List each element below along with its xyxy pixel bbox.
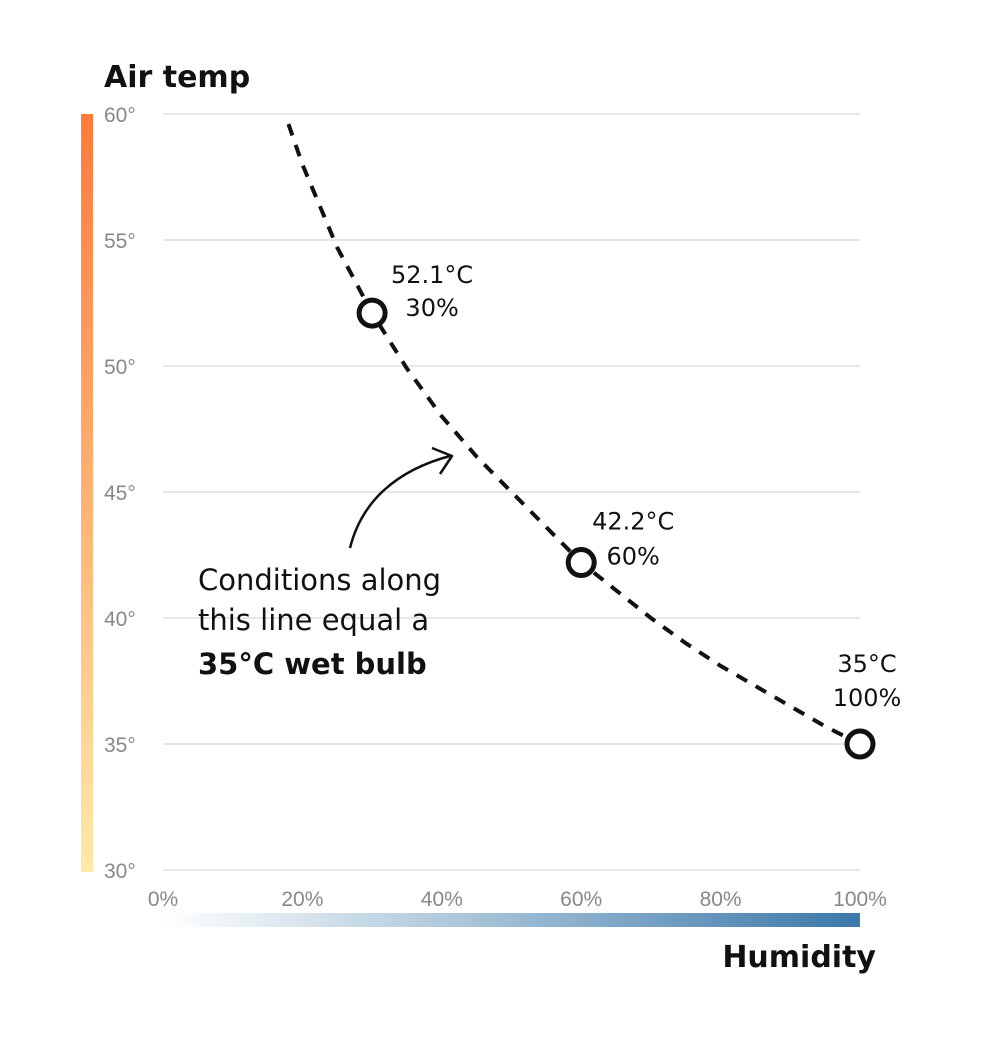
series-line	[286, 123, 861, 746]
data-point-marker	[356, 297, 388, 329]
y-axis-title: Air temp	[104, 60, 250, 95]
data-point-temp-label: 35°C	[837, 650, 896, 678]
x-tick-label: 80%	[700, 888, 742, 911]
annotation-line-3: 35°C wet bulb	[198, 647, 427, 681]
x-tick-label: 0%	[148, 888, 178, 911]
annotation-arrowhead	[431, 446, 454, 475]
y-tick-label: 30°	[104, 860, 136, 883]
x-axis-gradient-bar	[163, 913, 860, 927]
x-tick-label: 100%	[833, 888, 887, 911]
x-tick-label: 40%	[421, 888, 463, 911]
grid-lines	[163, 113, 860, 871]
data-point-humidity-label: 100%	[833, 684, 902, 712]
y-axis-gradient-bar	[81, 114, 93, 872]
data-point-marker	[844, 728, 876, 760]
annotation: Conditions along this line equal a 35°C …	[198, 446, 454, 681]
x-tick-label: 60%	[560, 888, 602, 911]
x-tick-labels: 0% 20% 40% 60% 80% 100%	[148, 888, 887, 911]
data-point-humidity-label: 60%	[607, 543, 660, 571]
y-tick-label: 55°	[104, 230, 136, 253]
annotation-line-2: this line equal a	[198, 603, 429, 637]
data-point-temp-label: 52.1°C	[391, 261, 473, 289]
x-tick-label: 20%	[281, 888, 323, 911]
y-tick-label: 60°	[104, 104, 136, 127]
y-tick-labels: 30° 35° 40° 45° 50° 55° 60°	[104, 104, 136, 883]
y-tick-label: 40°	[104, 608, 136, 631]
data-point-temp-label: 42.2°C	[592, 508, 674, 536]
point-layer: 52.1°C 30% 42.2°C 60% 35°C 100%	[356, 261, 902, 760]
annotation-line-1: Conditions along	[198, 563, 441, 597]
y-tick-label: 50°	[104, 356, 136, 379]
series-layer	[286, 123, 861, 746]
y-tick-label: 45°	[104, 482, 136, 505]
x-axis-title: Humidity	[722, 940, 876, 975]
annotation-arrow	[348, 454, 451, 549]
data-point-marker	[565, 547, 597, 579]
y-tick-label: 35°	[104, 734, 136, 757]
data-point-humidity-label: 30%	[405, 294, 458, 322]
